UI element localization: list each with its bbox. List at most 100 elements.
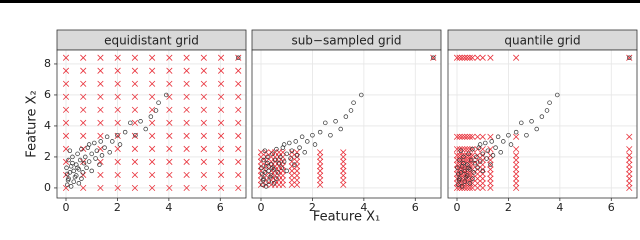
grid-point bbox=[235, 119, 242, 126]
grid-point bbox=[469, 161, 476, 168]
x-tick-label: 0 bbox=[454, 201, 461, 214]
grid-point bbox=[626, 170, 633, 178]
data-point bbox=[72, 174, 78, 180]
grid-point bbox=[149, 106, 156, 113]
grid-point bbox=[487, 170, 494, 178]
grid-point bbox=[257, 153, 265, 161]
data-point bbox=[164, 92, 169, 98]
data-point bbox=[93, 156, 98, 161]
x-tick-label: 0 bbox=[63, 201, 70, 214]
grid-point bbox=[340, 153, 347, 161]
grid-point bbox=[183, 184, 190, 192]
grid-point bbox=[474, 180, 481, 187]
grid-point bbox=[626, 146, 633, 153]
data-point bbox=[115, 132, 120, 138]
grid-point bbox=[317, 163, 324, 170]
data-point bbox=[267, 174, 273, 180]
grid-point bbox=[626, 152, 633, 159]
data-point bbox=[323, 120, 328, 126]
data-point bbox=[480, 168, 485, 174]
panel-border bbox=[447, 49, 638, 199]
grid-point bbox=[456, 184, 463, 192]
grid-point bbox=[469, 184, 476, 192]
grid-point bbox=[62, 184, 70, 192]
data-point bbox=[310, 132, 315, 138]
grid-point bbox=[217, 80, 225, 87]
data-point bbox=[506, 132, 511, 138]
grid-point bbox=[479, 161, 486, 168]
grid-point bbox=[183, 158, 190, 165]
data-point bbox=[468, 157, 474, 163]
grid-point bbox=[166, 158, 173, 165]
data-point bbox=[431, 55, 436, 60]
panel-border bbox=[251, 49, 442, 199]
data-point bbox=[265, 160, 270, 166]
grid-point bbox=[217, 119, 225, 126]
data-point bbox=[65, 171, 70, 177]
grid-point bbox=[131, 158, 138, 165]
data-point bbox=[470, 146, 475, 152]
data-point bbox=[156, 100, 161, 105]
x-tick-label: 4 bbox=[556, 201, 563, 214]
data-point bbox=[86, 159, 92, 164]
data-point bbox=[84, 165, 89, 171]
grid-point bbox=[235, 171, 242, 178]
grid-point bbox=[340, 167, 347, 174]
data-point bbox=[317, 129, 323, 135]
grid-point bbox=[183, 80, 190, 87]
data-point bbox=[462, 179, 467, 184]
data-point bbox=[70, 160, 75, 166]
grid-point bbox=[293, 163, 301, 170]
grid-point bbox=[80, 158, 87, 165]
data-point bbox=[75, 165, 80, 171]
grid-point bbox=[114, 158, 121, 165]
x-tick-label: 6 bbox=[412, 201, 419, 214]
data-point bbox=[312, 142, 318, 147]
grid-point bbox=[80, 80, 87, 87]
grid-point bbox=[183, 119, 190, 126]
grid-point bbox=[626, 166, 633, 173]
data-point bbox=[80, 170, 85, 175]
grid-point bbox=[166, 145, 173, 152]
grid-point bbox=[279, 172, 286, 179]
grid-point bbox=[166, 67, 173, 74]
y-tick-label: 2 bbox=[44, 150, 51, 163]
grid-point bbox=[200, 132, 207, 139]
grid-point bbox=[114, 184, 121, 192]
grid-point bbox=[200, 184, 207, 192]
data-point bbox=[359, 92, 364, 98]
grid-point bbox=[217, 145, 225, 152]
grid-point bbox=[149, 80, 156, 87]
grid-point bbox=[217, 93, 225, 100]
grid-point bbox=[200, 80, 207, 87]
grid-point bbox=[80, 184, 87, 192]
grid-point bbox=[479, 184, 486, 192]
data-point bbox=[266, 179, 271, 184]
grid-point bbox=[200, 93, 207, 100]
grid-point bbox=[97, 106, 104, 113]
data-point bbox=[65, 182, 70, 188]
grid-point bbox=[62, 67, 70, 74]
data-point bbox=[456, 171, 461, 177]
grid-point bbox=[114, 67, 121, 74]
grid-point bbox=[235, 184, 242, 192]
grid-point bbox=[183, 93, 190, 100]
data-point bbox=[288, 156, 293, 161]
data-point bbox=[89, 151, 94, 157]
data-point bbox=[281, 159, 287, 164]
panel-border bbox=[56, 49, 247, 199]
grid-point bbox=[513, 133, 520, 140]
grid-point bbox=[166, 54, 173, 61]
data-point bbox=[260, 171, 265, 177]
panel-title: quantile grid bbox=[504, 34, 580, 48]
grid-point bbox=[166, 93, 173, 100]
data-point bbox=[138, 119, 143, 124]
grid-point bbox=[464, 133, 471, 140]
data-point bbox=[65, 177, 71, 183]
data-point bbox=[477, 142, 483, 147]
data-point bbox=[70, 154, 75, 160]
data-point bbox=[99, 153, 105, 158]
grid-point bbox=[340, 181, 347, 188]
data-point bbox=[477, 159, 483, 164]
grid-point bbox=[479, 54, 486, 61]
